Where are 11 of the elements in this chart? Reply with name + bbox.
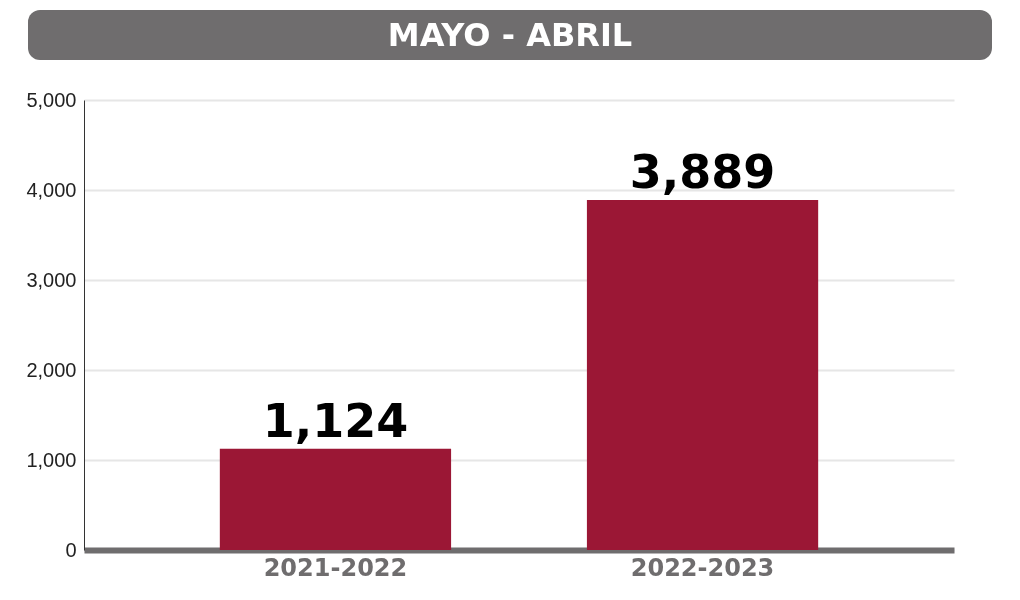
chart-title: MAYO - ABRIL [28,10,992,60]
y-tick-label: 0 [65,538,77,561]
y-tick-label: 2,000 [26,358,77,381]
y-tick-label: 3,000 [26,268,77,291]
y-tick-label: 4,000 [26,178,77,201]
data-label: 3,889 [629,144,776,199]
data-label: 1,124 [262,393,409,448]
x-tick-label: 2022-2023 [630,553,775,582]
y-tick-label: 1,000 [26,448,77,471]
x-tick-label: 2021-2022 [263,553,408,582]
y-tick-label: 5,000 [26,88,77,111]
